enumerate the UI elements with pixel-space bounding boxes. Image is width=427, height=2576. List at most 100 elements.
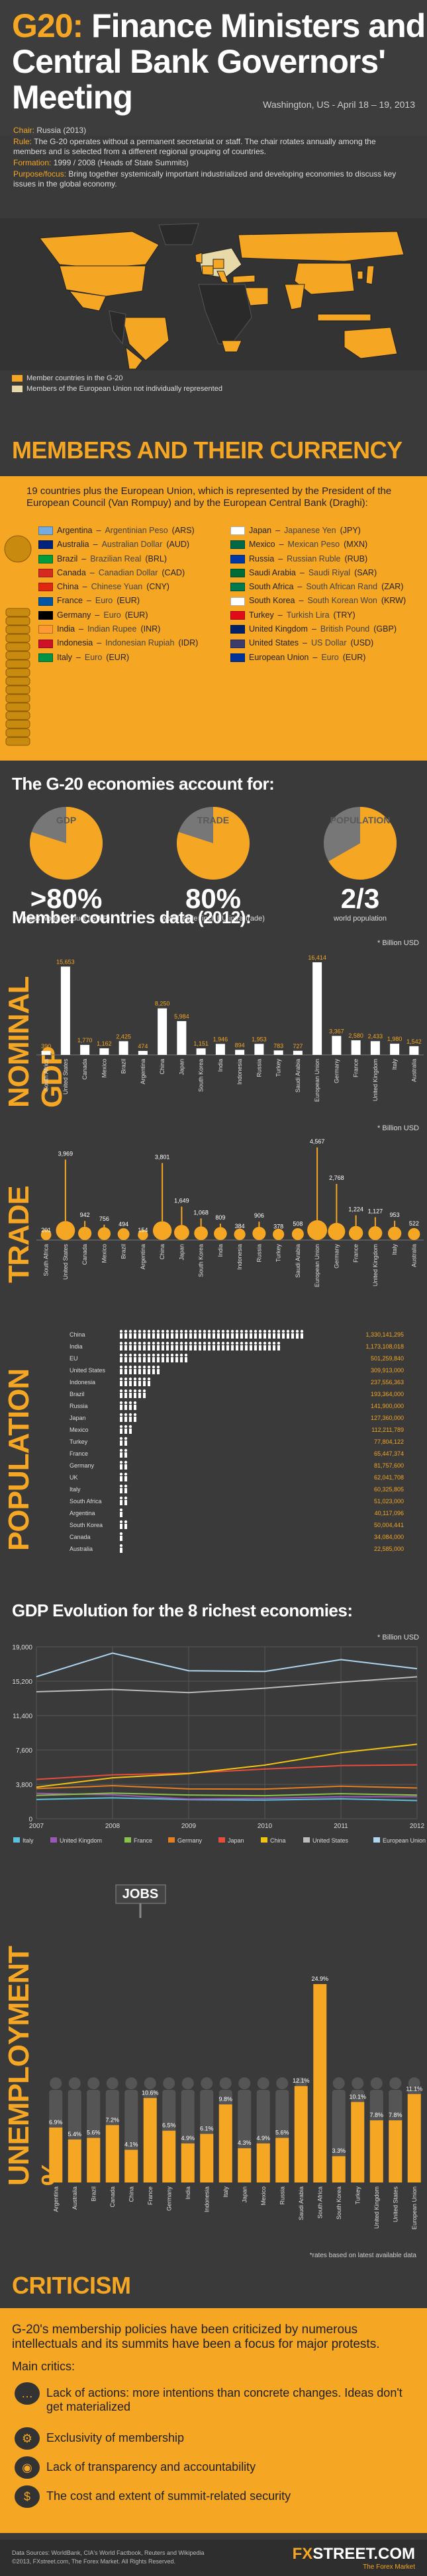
currency-name: Euro — [103, 610, 121, 620]
separator: – — [82, 582, 87, 592]
share-value: 80% — [185, 883, 242, 914]
map-saudi — [244, 287, 269, 306]
bar — [394, 1220, 396, 1227]
data-label: 2,433 — [368, 1033, 383, 1040]
person-icon — [212, 1341, 216, 1350]
fxstreet-logo[interactable]: FXSTREET.COM — [292, 2545, 415, 2563]
flag-icon — [230, 625, 245, 634]
person-icon — [142, 1389, 146, 1398]
money-bag — [152, 1221, 172, 1240]
person-icon — [142, 1365, 146, 1374]
person-icon — [170, 1353, 174, 1362]
person-icon — [119, 1329, 123, 1339]
tick-label: France — [147, 2186, 154, 2205]
person-icon — [147, 1377, 151, 1386]
bar — [294, 2086, 308, 2182]
separator: – — [95, 610, 100, 620]
person-icon — [226, 1341, 230, 1350]
person-icon — [124, 1496, 128, 1505]
person-icon — [286, 1329, 290, 1339]
bar — [293, 1050, 303, 1055]
data-label: 141,900,000 — [371, 1403, 404, 1409]
legend-swatch-eu — [12, 386, 23, 392]
tick-label: United Kingdom — [373, 2186, 380, 2229]
critic-item: Lack of transparency and accountability — [46, 2460, 256, 2473]
person-icon — [254, 1341, 258, 1350]
bar — [369, 2120, 383, 2182]
share-item: GDP >80% gross world product (GWP) — [0, 804, 132, 923]
flag-icon — [230, 526, 245, 536]
person-icon — [124, 1436, 128, 1446]
person-icon — [152, 1365, 156, 1374]
data-label: 201 — [41, 1227, 51, 1233]
person-icon — [124, 1460, 128, 1470]
bar — [316, 1147, 318, 1220]
person-icon — [133, 1329, 137, 1339]
person-icon — [119, 1425, 123, 1434]
tick-label: Indonesia — [70, 1379, 95, 1386]
tick-label: United States — [62, 1244, 69, 1280]
data-label: 7.8% — [369, 2112, 383, 2118]
person-icon — [240, 1329, 244, 1339]
separator: – — [89, 567, 95, 577]
tick-label: Saudi Arabia — [295, 1244, 301, 1278]
data-label: 384 — [235, 1223, 245, 1229]
currency-row: South Korea – South Korean Won (KRW) — [230, 594, 406, 608]
currency-code: (USD) — [350, 638, 374, 648]
country-name: France — [57, 596, 83, 606]
x-tick-label: 2010 — [258, 1823, 273, 1830]
currency-name: Indian Rupee — [87, 624, 137, 634]
person-icon — [128, 1413, 132, 1422]
person-icon — [138, 1365, 142, 1374]
person-icon — [138, 1341, 142, 1350]
person-icon — [142, 1341, 146, 1350]
data-label: 1,127 — [368, 1208, 383, 1214]
separator: – — [297, 582, 303, 592]
y-tick-label: 7,600 — [16, 1747, 32, 1755]
person-icon — [189, 1341, 193, 1350]
person-icon — [216, 1341, 220, 1350]
series-line — [36, 1676, 418, 1694]
map-canada — [39, 231, 160, 269]
money-bag — [56, 1221, 75, 1240]
data-label: 378 — [273, 1223, 283, 1229]
person-icon — [189, 1329, 193, 1339]
data-label: 50,004,441 — [374, 1522, 404, 1528]
flag-icon — [230, 639, 245, 648]
data-label: 3.3% — [332, 2147, 346, 2154]
bar — [409, 1046, 419, 1055]
tick-label: South Korea — [70, 1522, 103, 1528]
tick-label: Argentina — [70, 1510, 95, 1517]
tick-label: EU — [70, 1355, 78, 1362]
map-italy — [216, 270, 229, 284]
currency-name: Argentinian Peso — [105, 526, 168, 535]
country-name: Australia — [57, 540, 89, 550]
data-label: 154 — [138, 1227, 148, 1233]
person-icon — [203, 1341, 207, 1350]
tick-label: China — [159, 1244, 166, 1260]
person-icon — [124, 1389, 128, 1398]
person-icon — [119, 1353, 123, 1362]
currency-row: United States – US Dollar (USD) — [230, 636, 406, 650]
tick-label: Russia — [70, 1403, 88, 1409]
bar — [219, 1224, 221, 1227]
share-value: 2/3 — [340, 883, 380, 914]
tick-label: Indonesia — [236, 1244, 243, 1270]
person-icon — [119, 1484, 123, 1493]
person-icon — [193, 1341, 197, 1350]
data-label: 6.1% — [200, 2126, 214, 2132]
data-label: 1,770 — [77, 1037, 93, 1044]
person-icon — [179, 1329, 183, 1339]
bar — [215, 1044, 225, 1055]
country-name: United Kingdom — [249, 624, 308, 634]
map-australia — [344, 327, 398, 359]
criticism-title: CRITICISM — [12, 2272, 131, 2299]
tick-label: Germany — [70, 1462, 95, 1469]
currency-code: (TRY) — [333, 610, 356, 620]
bar — [60, 966, 70, 1055]
map-india — [284, 284, 305, 310]
tick-label: European Union — [411, 2186, 418, 2229]
evo-unit: * Billion USD — [377, 1634, 419, 1641]
map-japan — [365, 265, 375, 285]
person-icon — [119, 1448, 123, 1458]
